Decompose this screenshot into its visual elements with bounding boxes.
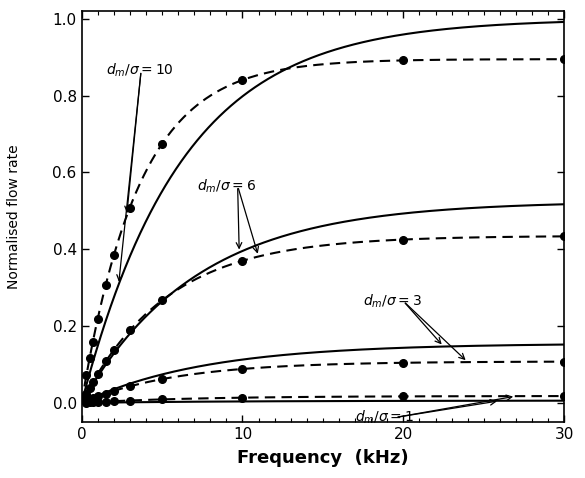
Text: $d_m/\sigma=10$: $d_m/\sigma=10$ [106, 62, 174, 79]
Text: $d_m/\sigma=6$: $d_m/\sigma=6$ [197, 177, 256, 195]
Text: $d_m/\sigma=1$: $d_m/\sigma=1$ [355, 409, 414, 426]
Text: Normalised flow rate: Normalised flow rate [7, 144, 21, 289]
X-axis label: Frequency  (kHz): Frequency (kHz) [237, 449, 409, 467]
Text: $d_m/\sigma=3$: $d_m/\sigma=3$ [363, 293, 422, 310]
